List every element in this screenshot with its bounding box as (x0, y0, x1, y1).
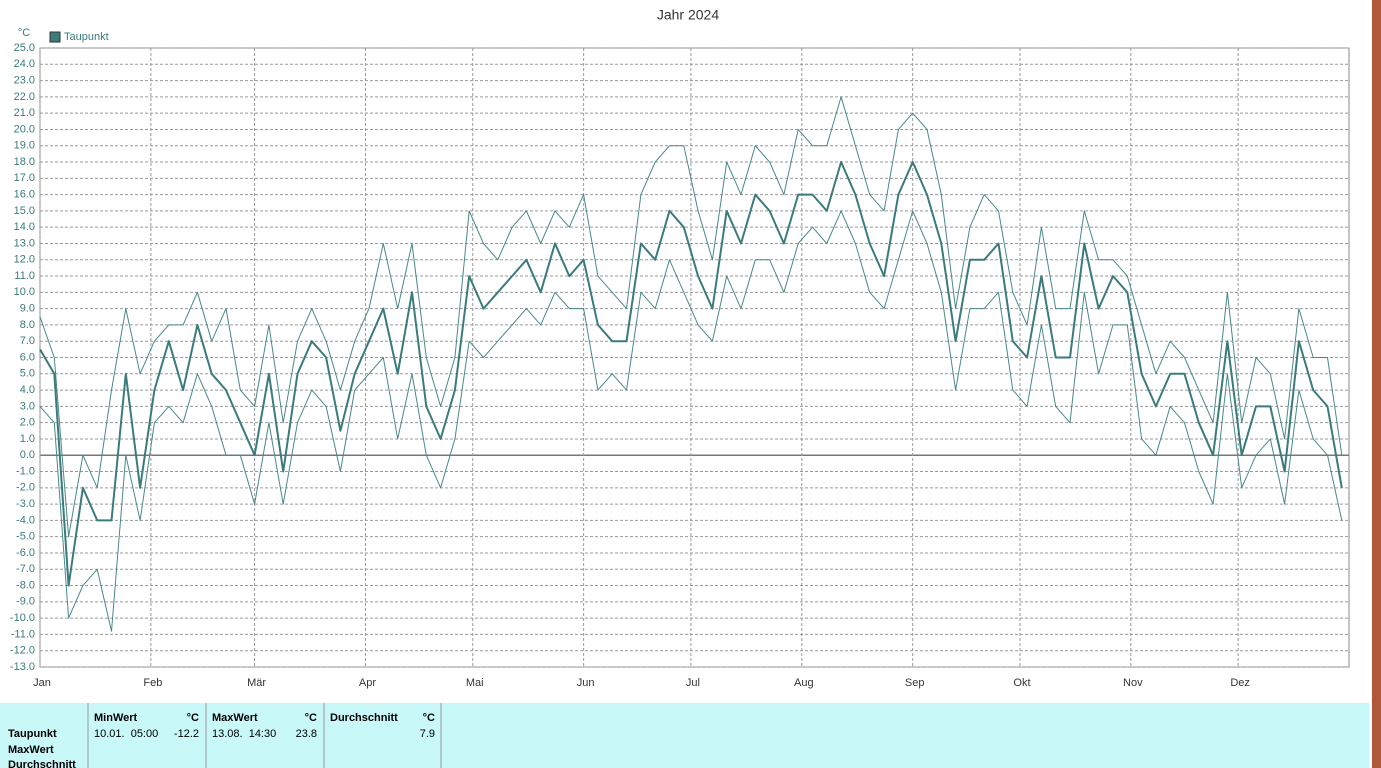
y-tick-label: -2.0 (16, 482, 35, 494)
y-tick-label: 23.0 (14, 74, 35, 86)
col-header: MinWert (94, 712, 138, 724)
y-tick-label: 9.0 (20, 303, 35, 315)
x-tick-label: Dez (1230, 677, 1250, 689)
x-tick-label: Feb (143, 677, 162, 689)
y-tick-label: 14.0 (14, 221, 35, 233)
cell: 13.08. 14:30 (212, 728, 276, 740)
x-tick-label: Okt (1013, 677, 1030, 689)
row-label: Durchschnitt (8, 759, 76, 768)
col-unit: °C (305, 712, 317, 724)
y-tick-label: 0.0 (20, 449, 35, 461)
y-tick-label: -4.0 (16, 514, 35, 526)
stats-table: Taupunkt MaxWert Durchschnitt MinWert °C… (0, 703, 1369, 768)
x-tick-label: Jun (577, 677, 595, 689)
y-tick-label: 18.0 (14, 156, 35, 168)
legend-swatch (49, 31, 61, 43)
y-tick-label: -3.0 (16, 498, 35, 510)
row-label: Taupunkt (8, 728, 57, 740)
y-tick-label: -12.0 (10, 645, 35, 657)
y-tick-label: 21.0 (14, 107, 35, 119)
cell: 10.01. 05:00 (94, 728, 158, 740)
y-tick-label: -6.0 (16, 547, 35, 559)
y-tick-label: -10.0 (10, 612, 35, 624)
chart-title: Jahr 2024 (657, 7, 719, 23)
y-tick-label: -1.0 (16, 465, 35, 477)
y-tick-label: 5.0 (20, 368, 35, 380)
y-tick-label: 22.0 (14, 91, 35, 103)
side-strip (1372, 0, 1381, 768)
col-unit: °C (187, 712, 199, 724)
y-tick-label: 17.0 (14, 172, 35, 184)
cell: -12.2 (174, 728, 199, 740)
y-tick-label: 24.0 (14, 58, 35, 70)
y-tick-label: 19.0 (14, 140, 35, 152)
table-bg (0, 703, 1369, 768)
y-tick-label: 12.0 (14, 254, 35, 266)
series-line (39, 210, 1343, 632)
y-tick-label: 13.0 (14, 237, 35, 249)
y-tick-label: -11.0 (11, 628, 35, 640)
y-tick-label: 16.0 (14, 189, 35, 201)
x-tick-label: Sep (905, 677, 925, 689)
y-tick-label: 8.0 (20, 319, 35, 331)
y-tick-label: 10.0 (14, 286, 35, 298)
y-tick-label: 6.0 (20, 351, 35, 363)
y-tick-label: 3.0 (20, 400, 35, 412)
x-tick-label: Aug (794, 677, 814, 689)
y-tick-label: 1.0 (20, 433, 35, 445)
y-tick-label: 15.0 (14, 205, 35, 217)
y-tick-label: 25.0 (14, 42, 35, 54)
cell: 23.8 (296, 728, 317, 740)
y-tick-label: -13.0 (10, 661, 35, 673)
legend-label: Taupunkt (64, 31, 109, 43)
x-tick-label: Jul (686, 677, 700, 689)
y-tick-label: -9.0 (16, 596, 35, 608)
x-tick-label: Nov (1123, 677, 1143, 689)
col-header: MaxWert (212, 712, 258, 724)
cell: 7.9 (420, 728, 435, 740)
y-tick-label: 7.0 (20, 335, 35, 347)
x-tick-label: Jan (33, 677, 51, 689)
y-tick-label: 4.0 (20, 384, 35, 396)
y-tick-label: -7.0 (16, 563, 35, 575)
col-header: Durchschnitt (330, 712, 398, 724)
x-tick-label: Apr (359, 677, 376, 689)
row-label: MaxWert (8, 744, 54, 756)
col-unit: °C (423, 712, 435, 724)
y-tick-label: -8.0 (16, 579, 35, 591)
y-tick-label: -5.0 (16, 531, 35, 543)
x-tick-label: Mai (466, 677, 484, 689)
series-line (39, 161, 1343, 587)
x-tick-label: Mär (247, 677, 266, 689)
y-axis-label: °C (18, 27, 30, 39)
y-tick-label: 2.0 (20, 417, 35, 429)
y-tick-label: 20.0 (14, 123, 35, 135)
series-line (39, 96, 1343, 538)
y-tick-label: 11.0 (14, 270, 35, 282)
